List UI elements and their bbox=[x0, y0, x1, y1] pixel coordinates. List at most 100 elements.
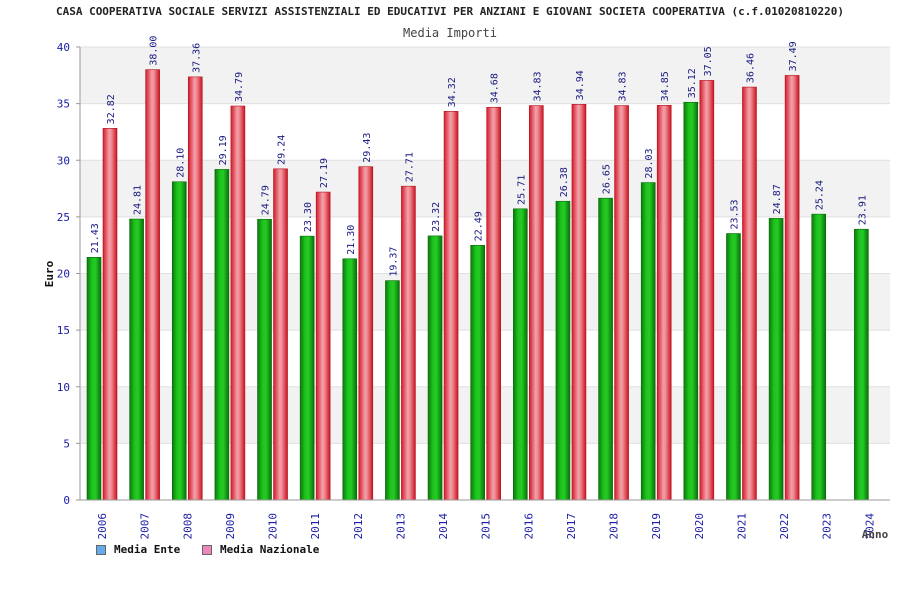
bar-value-label: 37.05 bbox=[703, 46, 714, 76]
bar-media-nazionale-2021 bbox=[742, 86, 757, 501]
bar-value-label: 32.82 bbox=[106, 94, 117, 124]
bar-value-label: 27.19 bbox=[319, 158, 330, 188]
x-axis: 2006 2007 2008 2009 2010 2011 2012 2013 2014 2015… bbox=[80, 499, 890, 540]
y-tick-label: 30 bbox=[57, 154, 70, 167]
x-tick-label: 2020 bbox=[693, 513, 706, 540]
bar-media-ente-2008 bbox=[171, 181, 187, 501]
bar-media-ente-2011 bbox=[299, 235, 315, 501]
bar-media-ente-2017 bbox=[555, 200, 571, 501]
bar-value-label: 23.53 bbox=[729, 199, 740, 229]
bar-value-label: 34.68 bbox=[490, 73, 501, 103]
x-tick-label: 2017 bbox=[565, 513, 578, 540]
bar-media-nazionale-2011 bbox=[315, 191, 331, 501]
legend-item-media-nazionale: Media Nazionale bbox=[202, 543, 319, 556]
bar-media-ente-2016 bbox=[513, 208, 528, 501]
x-tick-label: 2016 bbox=[522, 513, 535, 540]
y-tick-label: 15 bbox=[57, 324, 70, 337]
bar-value-label: 24.87 bbox=[772, 184, 783, 214]
y-tick-label: 10 bbox=[57, 381, 70, 394]
bar-media-ente-2018 bbox=[598, 197, 613, 501]
bar-media-ente-2014 bbox=[427, 235, 443, 501]
legend-label: Media Ente bbox=[114, 543, 181, 556]
bar-media-nazionale-2012 bbox=[358, 166, 374, 501]
bar-media-nazionale-2017 bbox=[571, 104, 587, 501]
bar-value-label: 29.24 bbox=[277, 135, 288, 165]
bar-value-label: 24.81 bbox=[133, 185, 144, 215]
bar-value-label: 34.83 bbox=[618, 71, 629, 101]
bar-value-label: 37.36 bbox=[191, 43, 202, 73]
x-tick-label: 2018 bbox=[608, 513, 621, 540]
x-tick-label: 2008 bbox=[181, 513, 194, 540]
x-tick-label: 2013 bbox=[394, 513, 407, 540]
y-tick-label: 40 bbox=[57, 41, 70, 54]
bar-value-label: 19.37 bbox=[388, 247, 399, 277]
bar-value-label: 23.91 bbox=[857, 195, 868, 225]
x-tick-label: 2019 bbox=[650, 513, 663, 540]
x-tick-label: 2024 bbox=[863, 513, 876, 540]
bar-media-nazionale-2008 bbox=[187, 76, 203, 501]
bar-value-label: 24.79 bbox=[261, 185, 272, 215]
bar-value-label: 21.43 bbox=[90, 223, 101, 253]
x-tick-label: 2006 bbox=[96, 513, 109, 540]
x-axis-label: Anno bbox=[862, 528, 889, 541]
x-tick-label: 2021 bbox=[735, 513, 748, 540]
legend-swatch-icon bbox=[96, 544, 106, 555]
bar-value-label: 34.94 bbox=[575, 70, 586, 100]
bar-media-nazionale-2022 bbox=[784, 75, 800, 501]
bar-media-ente-2015 bbox=[470, 245, 485, 501]
legend-item-media-ente: Media Ente bbox=[96, 543, 180, 556]
bar-value-label: 23.32 bbox=[431, 202, 442, 232]
y-axis-label: Euro bbox=[43, 260, 56, 287]
x-tick-label: 2015 bbox=[480, 513, 493, 540]
x-tick-label: 2009 bbox=[224, 513, 237, 540]
x-tick-label: 2011 bbox=[309, 513, 322, 540]
bar-media-nazionale-2018 bbox=[614, 105, 629, 501]
y-tick-label: 35 bbox=[57, 98, 70, 111]
bar-media-nazionale-2015 bbox=[486, 106, 501, 501]
chart-title: CASA COOPERATIVA SOCIALE SERVIZI ASSISTE… bbox=[55, 5, 845, 18]
bar-media-ente-2010 bbox=[257, 218, 272, 501]
value-labels: 21.43 32.82 24.81 38.00 28.10 37.36 29.19 34.79… bbox=[90, 36, 868, 277]
bar-value-label: 34.32 bbox=[447, 77, 458, 107]
bar-value-label: 28.03 bbox=[644, 148, 655, 178]
bar-media-ente-2006 bbox=[86, 257, 102, 501]
x-tick-label: 2010 bbox=[267, 513, 280, 540]
legend-swatch-icon bbox=[202, 544, 212, 555]
y-axis: 0 5 10 15 20 25 30 35 40 bbox=[57, 41, 81, 507]
bar-value-label: 27.71 bbox=[404, 152, 415, 182]
bar-media-nazionale-2010 bbox=[273, 168, 288, 501]
x-tick-label: 2007 bbox=[139, 513, 152, 540]
bar-value-label: 34.83 bbox=[532, 71, 543, 101]
bar-media-ente-2009 bbox=[214, 169, 230, 501]
bar-media-ente-2020 bbox=[683, 101, 699, 501]
x-tick-label: 2022 bbox=[778, 513, 791, 540]
bar-value-label: 36.46 bbox=[745, 53, 756, 83]
bar-value-label: 29.19 bbox=[218, 135, 229, 165]
bar-value-label: 23.30 bbox=[303, 202, 314, 232]
bar-media-ente-2019 bbox=[640, 182, 656, 501]
y-tick-label: 0 bbox=[63, 494, 70, 507]
bar-media-nazionale-2006 bbox=[102, 128, 118, 501]
bar-media-nazionale-2019 bbox=[656, 105, 672, 501]
y-tick-label: 5 bbox=[63, 437, 70, 450]
bar-media-ente-2024 bbox=[854, 228, 869, 501]
bar-media-ente-2021 bbox=[726, 233, 741, 501]
bar-media-nazionale-2013 bbox=[401, 185, 416, 501]
bar-value-label: 35.12 bbox=[687, 68, 698, 98]
bar-media-nazionale-2009 bbox=[230, 105, 246, 501]
bar-media-ente-2022 bbox=[768, 218, 784, 501]
chart-subtitle: Media Importi bbox=[403, 26, 497, 40]
bar-value-label: 29.43 bbox=[362, 133, 373, 163]
bar-value-label: 28.10 bbox=[175, 148, 186, 178]
x-tick-label: 2012 bbox=[352, 513, 365, 540]
bar-value-label: 34.85 bbox=[660, 71, 671, 101]
bar-value-label: 22.49 bbox=[474, 211, 485, 241]
bar-media-ente-2023 bbox=[811, 213, 827, 501]
bar-media-nazionale-2014 bbox=[443, 111, 459, 501]
bar-value-label: 26.38 bbox=[559, 167, 570, 197]
bar-value-label: 25.71 bbox=[516, 175, 527, 205]
bar-value-label: 34.79 bbox=[234, 72, 245, 102]
y-tick-label: 20 bbox=[57, 268, 70, 281]
bar-value-label: 21.30 bbox=[346, 225, 357, 255]
